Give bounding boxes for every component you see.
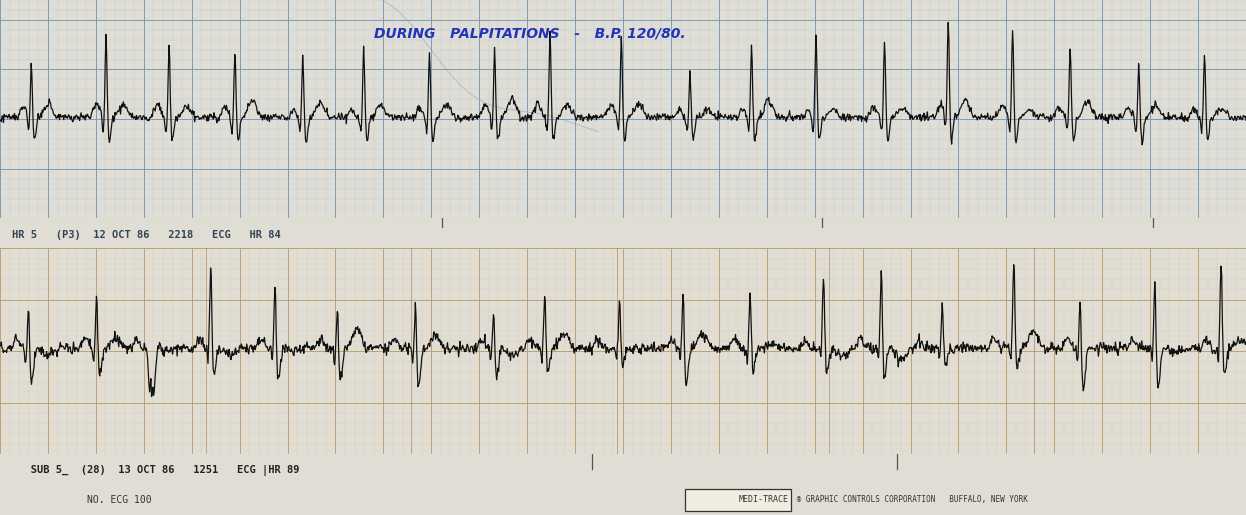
Text: MEDI-TRACE: MEDI-TRACE (739, 495, 789, 504)
Text: NO. ECG 100: NO. ECG 100 (87, 494, 152, 505)
FancyBboxPatch shape (685, 489, 791, 510)
Text: DURING   PALPITATIONS   -   B.P. 120/80.: DURING PALPITATIONS - B.P. 120/80. (374, 26, 685, 40)
Text: SUB 5_  (28)  13 OCT 86   1251   ECG |HR 89: SUB 5_ (28) 13 OCT 86 1251 ECG |HR 89 (12, 465, 300, 476)
Text: ® GRAPHIC CONTROLS CORPORATION   BUFFALO, NEW YORK: ® GRAPHIC CONTROLS CORPORATION BUFFALO, … (792, 495, 1028, 504)
Text: HR 5   (P3)  12 OCT 86   2218   ECG   HR 84: HR 5 (P3) 12 OCT 86 2218 ECG HR 84 (12, 230, 282, 240)
